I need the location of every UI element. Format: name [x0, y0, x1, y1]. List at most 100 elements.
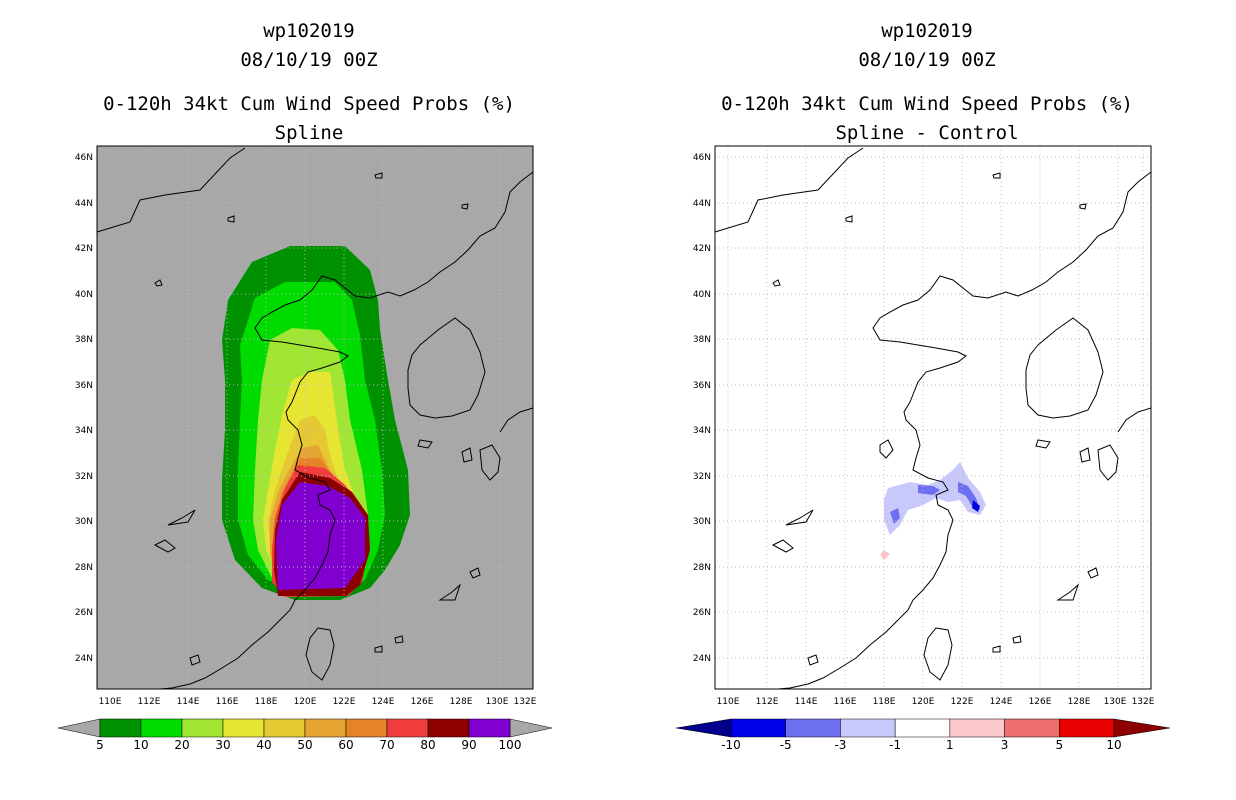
colorbar-swatch	[785, 718, 841, 738]
right-map-background	[715, 146, 1151, 689]
left-coastlines	[96, 147, 534, 690]
left-title-storm: wp102019	[263, 20, 355, 42]
lat-label: 44N	[693, 199, 711, 209]
colorbar-label: 5	[1055, 738, 1063, 752]
right-title-time: 08/10/19 00Z	[858, 49, 996, 71]
colorbar-swatch	[222, 718, 265, 738]
diff-minus5-region-c	[890, 508, 900, 524]
colorbar-label: -1	[889, 738, 901, 752]
right-title-sub: Spline - Control	[835, 122, 1019, 144]
lon-label: 120E	[294, 697, 317, 707]
lat-label: 28N	[75, 563, 93, 573]
right-title-storm: wp102019	[881, 20, 973, 42]
lon-label: 122E	[333, 697, 356, 707]
colorbar-swatch	[894, 718, 951, 738]
colorbar-swatch	[1004, 718, 1060, 738]
lon-label: 128E	[1068, 697, 1091, 707]
colorbar-label: 10	[1106, 738, 1121, 752]
colorbar-label: 50	[297, 738, 312, 752]
lat-label: 34N	[75, 426, 93, 436]
left-lon-labels: 110E 112E 114E 116E 118E 120E 122E 124E …	[99, 697, 537, 707]
lon-label: 120E	[912, 697, 935, 707]
colorbar-label: -10	[721, 738, 741, 752]
lon-label: 118E	[873, 697, 896, 707]
colorbar-high-arrow	[509, 718, 553, 738]
colorbar-label: 10	[133, 738, 148, 752]
colorbar-label: 5	[96, 738, 104, 752]
lat-label: 46N	[693, 153, 711, 163]
lon-label: 126E	[411, 697, 434, 707]
lat-label: 38N	[693, 335, 711, 345]
lat-label: 32N	[75, 472, 93, 482]
colorbar-swatch	[840, 718, 896, 738]
right-colorbar: -10 -5 -3 -1 1 3 5 10	[675, 718, 1171, 752]
right-lat-labels: 46N 44N 42N 40N 38N 36N 34N 32N 30N 28N …	[693, 153, 711, 664]
left-panel: wp102019 08/10/19 00Z 0-120h 34kt Cum Wi…	[57, 20, 553, 752]
left-title-sub: Spline	[274, 122, 344, 144]
colorbar-label: 80	[420, 738, 435, 752]
lon-label: 118E	[255, 697, 278, 707]
lat-label: 30N	[693, 517, 711, 527]
lat-label: 36N	[693, 381, 711, 391]
lat-label: 24N	[693, 654, 711, 664]
colorbar-low-arrow	[57, 718, 101, 738]
lon-label: 116E	[216, 697, 239, 707]
lat-label: 38N	[75, 335, 93, 345]
lat-label: 44N	[75, 199, 93, 209]
colorbar-swatch	[304, 718, 347, 738]
right-panel: wp102019 08/10/19 00Z 0-120h 34kt Cum Wi…	[618, 0, 1236, 800]
lon-label: 126E	[1029, 697, 1052, 707]
colorbar-swatch	[427, 718, 470, 738]
lat-label: 40N	[693, 290, 711, 300]
diff-plus1-region	[880, 550, 890, 560]
colorbar-low-arrow	[675, 718, 732, 738]
lat-label: 42N	[693, 244, 711, 254]
left-grid	[97, 146, 533, 689]
lon-label: 132E	[514, 697, 537, 707]
diff-minus3-region	[884, 462, 986, 535]
prob-100-region	[276, 482, 365, 590]
colorbar-swatch	[345, 718, 388, 738]
colorbar-label: 30	[215, 738, 230, 752]
right-coastlines	[714, 147, 1152, 690]
lat-label: 40N	[75, 290, 93, 300]
right-lon-labels: 110E 112E 114E 116E 118E 120E 122E 124E …	[717, 697, 1155, 707]
right-difference-shading	[880, 462, 986, 560]
colorbar-swatch	[263, 718, 306, 738]
lon-label: 112E	[756, 697, 779, 707]
left-lat-labels: 46N 44N 42N 40N 38N 36N 34N 32N 30N 28N …	[75, 153, 93, 664]
colorbar-swatch	[730, 718, 786, 738]
colorbar-label: -3	[834, 738, 846, 752]
colorbar-label: 100	[499, 738, 522, 752]
left-colorbar: 5 10 20 30 40 50 60 70 80 90 100	[57, 718, 553, 752]
colorbar-swatch	[99, 718, 142, 738]
lon-label: 128E	[450, 697, 473, 707]
diff-minus10-region	[972, 500, 980, 512]
colorbar-swatch	[181, 718, 224, 738]
colorbar-swatch	[386, 718, 429, 738]
colorbar-label: 70	[379, 738, 394, 752]
colorbar-label: 3	[1001, 738, 1009, 752]
lat-label: 26N	[75, 608, 93, 618]
colorbar-label: 1	[946, 738, 954, 752]
lon-label: 130E	[486, 697, 509, 707]
lon-label: 130E	[1104, 697, 1127, 707]
colorbar-label: 40	[256, 738, 271, 752]
lat-label: 34N	[693, 426, 711, 436]
lat-label: 32N	[693, 472, 711, 482]
lon-label: 124E	[372, 697, 395, 707]
left-map: 46N 44N 42N 40N 38N 36N 34N 32N 30N 28N …	[57, 145, 553, 752]
colorbar-swatch	[468, 718, 511, 738]
right-map-frame	[714, 145, 1152, 690]
diff-minus5-region	[918, 485, 940, 495]
right-title-product: 0-120h 34kt Cum Wind Speed Probs (%)	[721, 93, 1133, 115]
lat-label: 26N	[693, 608, 711, 618]
left-probability-shading	[222, 246, 410, 600]
lon-label: 110E	[717, 697, 740, 707]
colorbar-high-arrow	[1113, 718, 1171, 738]
colorbar-label: 90	[461, 738, 476, 752]
left-map-frame	[96, 145, 534, 690]
left-title-time: 08/10/19 00Z	[240, 49, 378, 71]
lon-label: 124E	[990, 697, 1013, 707]
colorbar-swatch	[1059, 718, 1115, 738]
